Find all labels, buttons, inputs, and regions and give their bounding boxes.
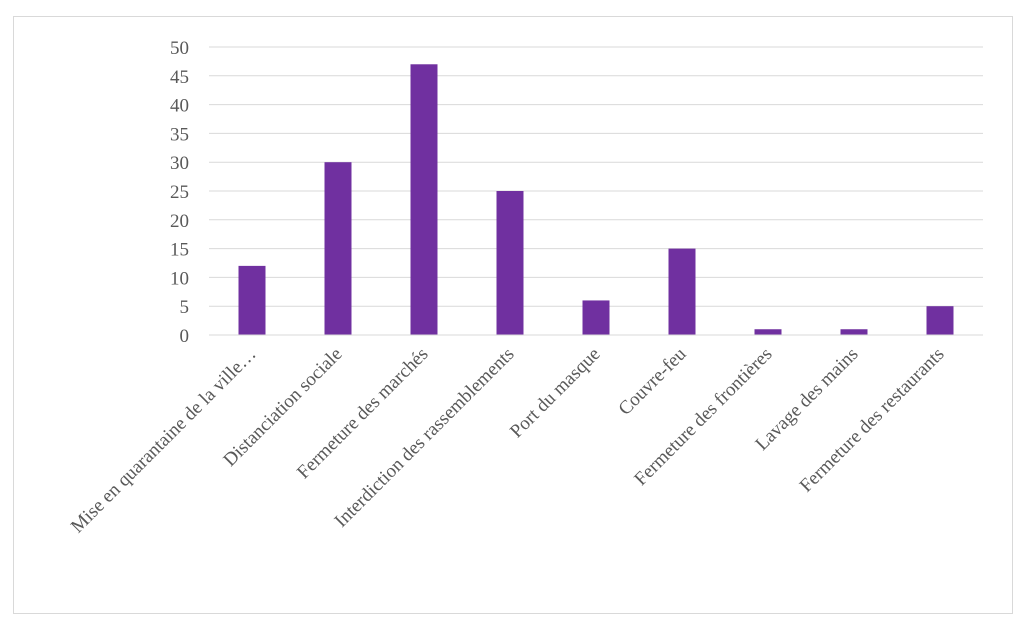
bar [840,329,868,335]
x-tick-label: Fermeture des restaurants [796,344,949,497]
x-tick-label: Interdiction des rassemblements [331,344,519,532]
y-tick-label: 30 [170,153,189,174]
y-tick-label: 15 [170,240,189,261]
y-tick-label: 50 [170,38,189,59]
y-tick-label: 10 [170,268,189,289]
y-tick-label: 25 [170,182,189,203]
x-tick-label: Couvre-feu [614,343,690,419]
y-tick-label: 5 [180,297,190,318]
x-tick-label: Fermeture des frontières [630,344,776,490]
bar [582,300,610,335]
x-axis-labels: Mise en quarantaine de la ville…Distanci… [67,343,949,537]
bar [410,64,438,335]
bar [496,191,524,335]
y-tick-label: 0 [180,326,190,347]
y-tick-label: 45 [170,67,189,88]
y-tick-label: 35 [170,124,189,145]
bar [668,248,696,335]
x-tick-label: Port du masque [506,344,604,442]
bar [324,162,352,335]
bar [238,265,266,335]
bar [754,329,782,335]
y-tick-label: 20 [170,211,189,232]
x-tick-label: Mise en quarantaine de la ville… [67,344,261,538]
y-tick-label: 40 [170,96,189,117]
bars [238,64,954,335]
bar [926,306,954,335]
y-axis-ticks: 0 5 10 15 20 25 30 35 40 45 50 [170,38,189,347]
